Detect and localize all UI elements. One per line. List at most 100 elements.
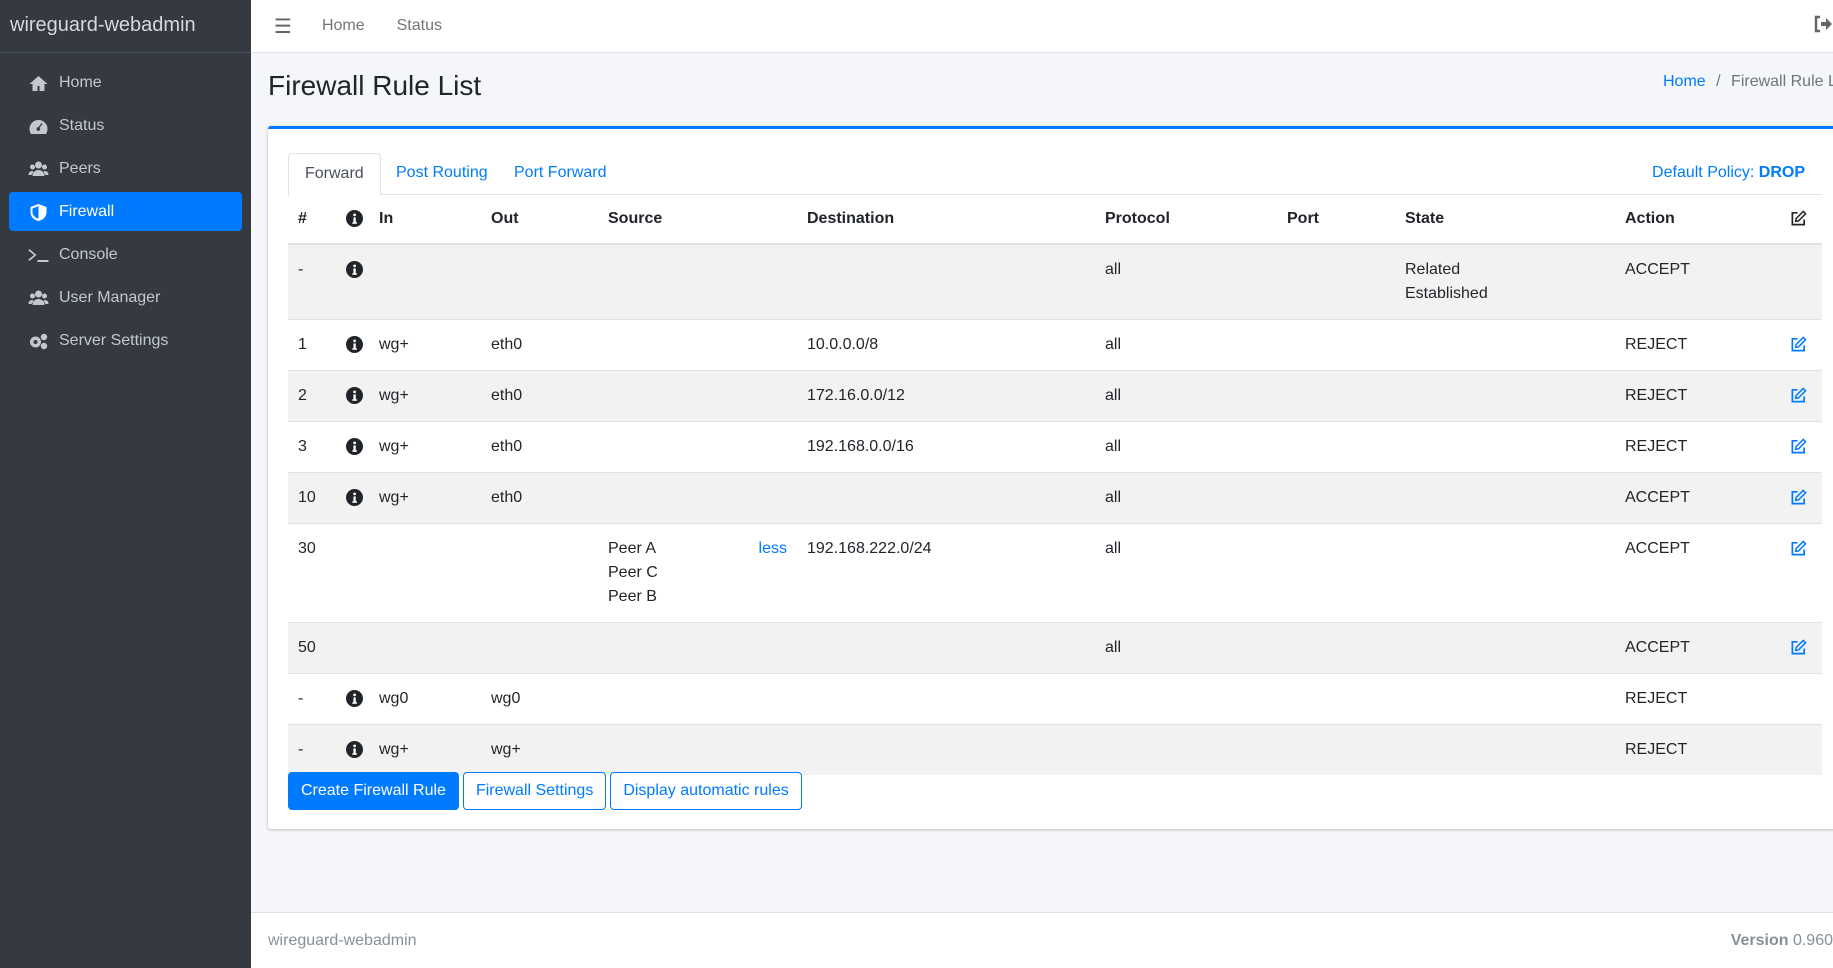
cell-action: REJECT xyxy=(1615,319,1780,371)
logout-icon[interactable] xyxy=(1813,15,1833,38)
firewall-rule-table: # In Out Source Destination Protocol Port State… xyxy=(288,195,1822,775)
cell-port xyxy=(1277,319,1395,371)
tab-forward[interactable]: Forward xyxy=(288,153,381,196)
sidebar-item-label: Firewall xyxy=(59,202,115,220)
column-header: Action xyxy=(1615,195,1780,245)
policy-label: Default Policy: xyxy=(1652,164,1755,181)
cell-source xyxy=(598,370,797,422)
info-icon[interactable] xyxy=(346,210,363,228)
cell-info xyxy=(336,243,369,320)
info-icon[interactable] xyxy=(346,741,363,759)
info-icon[interactable] xyxy=(346,336,363,354)
topbar-link-status[interactable]: Status xyxy=(396,17,442,34)
edit-icon[interactable] xyxy=(1790,387,1807,404)
breadcrumb-current: Firewall Rule List xyxy=(1731,73,1833,90)
firewall-card: Forward Post Routing Port Forward Defaul… xyxy=(268,126,1833,829)
info-icon[interactable] xyxy=(346,261,363,279)
sidebar-item-user-manager[interactable]: User Manager xyxy=(9,278,242,317)
cell-num: 30 xyxy=(288,523,336,623)
sidebar-item-home[interactable]: Home xyxy=(9,63,242,102)
version-label: Version xyxy=(1730,932,1789,949)
cell-protocol: all xyxy=(1095,523,1277,623)
sidebar-item-peers[interactable]: Peers xyxy=(9,149,242,188)
cell-out: eth0 xyxy=(481,472,598,524)
source-line: Peer B xyxy=(608,588,657,605)
default-policy[interactable]: Default Policy: DROP xyxy=(1652,153,1805,193)
footer: wireguard-webadmin Version 0.960 xyxy=(251,912,1833,968)
cell-in: wg+ xyxy=(369,472,481,524)
edit-icon[interactable] xyxy=(1790,540,1807,557)
cell-edit[interactable] xyxy=(1780,421,1822,473)
cell-action: ACCEPT xyxy=(1615,523,1780,623)
cell-edit[interactable] xyxy=(1780,319,1822,371)
cell-destination: 172.16.0.0/12 xyxy=(797,370,1095,422)
sidebar-item-label: Server Settings xyxy=(59,331,169,349)
cell-protocol: all xyxy=(1095,243,1277,320)
cell-num: - xyxy=(288,673,336,725)
table-row: 30 Peer A Peer C Peer B less 192.168.222.0/… xyxy=(288,523,1822,623)
state-line: Established xyxy=(1405,285,1488,302)
edit-icon[interactable] xyxy=(1790,438,1807,455)
edit-icon[interactable] xyxy=(1790,489,1807,506)
column-header: Out xyxy=(481,195,598,245)
info-icon[interactable] xyxy=(346,489,363,507)
cell-port xyxy=(1277,622,1395,674)
source-less-link[interactable]: less xyxy=(758,540,787,557)
terminal-icon xyxy=(28,248,49,262)
display-automatic-rules-button[interactable]: Display automatic rules xyxy=(610,772,802,810)
sidebar-item-firewall[interactable]: Firewall xyxy=(9,192,242,231)
cell-edit xyxy=(1780,724,1822,775)
cell-destination xyxy=(797,673,1095,725)
edit-icon[interactable] xyxy=(1790,210,1807,227)
cell-edit[interactable] xyxy=(1780,370,1822,422)
cell-out xyxy=(481,622,598,674)
topbar-link-home[interactable]: Home xyxy=(321,17,365,34)
cell-port xyxy=(1277,472,1395,524)
cell-edit[interactable] xyxy=(1780,472,1822,524)
column-header: In xyxy=(369,195,481,245)
cell-state xyxy=(1395,370,1615,422)
table-row: 50 all ACCEPT xyxy=(288,622,1822,674)
cell-action: ACCEPT xyxy=(1615,622,1780,674)
cell-info xyxy=(336,523,369,623)
cell-edit[interactable] xyxy=(1780,622,1822,674)
cell-in xyxy=(369,622,481,674)
users-icon xyxy=(28,161,49,176)
brand-logo[interactable]: wireguard-webadmin xyxy=(0,0,251,53)
sidebar: wireguard-webadmin Home Status Peers Firewa… xyxy=(0,0,251,968)
edit-icon[interactable] xyxy=(1790,639,1807,656)
column-header: Port xyxy=(1277,195,1395,245)
source-line: Peer C xyxy=(608,564,658,581)
create-firewall-rule-button[interactable]: Create Firewall Rule xyxy=(288,772,459,810)
edit-icon[interactable] xyxy=(1790,336,1807,353)
breadcrumb-home[interactable]: Home xyxy=(1663,73,1706,90)
table-row: - all Related Established ACCEPT xyxy=(288,243,1822,320)
firewall-settings-button[interactable]: Firewall Settings xyxy=(462,772,607,810)
cell-in: wg+ xyxy=(369,724,481,775)
column-header: State xyxy=(1395,195,1615,245)
users-icon xyxy=(28,290,49,305)
cell-destination xyxy=(797,724,1095,775)
sidebar-item-server-settings[interactable]: Server Settings xyxy=(9,321,242,360)
menu-toggle-icon[interactable]: ☰ xyxy=(274,15,292,38)
cell-action: REJECT xyxy=(1615,673,1780,725)
tab-port-forward[interactable]: Port Forward xyxy=(514,164,607,181)
cell-destination: 10.0.0.0/8 xyxy=(797,319,1095,371)
cell-info xyxy=(336,421,369,473)
sidebar-item-console[interactable]: Console xyxy=(9,235,242,274)
info-icon[interactable] xyxy=(346,387,363,405)
cell-in: wg+ xyxy=(369,319,481,371)
sidebar-item-status[interactable]: Status xyxy=(9,106,242,145)
cell-source xyxy=(598,319,797,371)
table-row: 2 wg+ eth0 172.16.0.0/12 all REJECT xyxy=(288,370,1822,422)
cell-num: 1 xyxy=(288,319,336,371)
cell-edit[interactable] xyxy=(1780,523,1822,623)
footer-brand: wireguard-webadmin xyxy=(268,932,417,949)
cell-out: eth0 xyxy=(481,421,598,473)
info-icon[interactable] xyxy=(346,690,363,708)
home-icon xyxy=(29,75,48,91)
gauge-icon xyxy=(29,119,48,134)
shield-icon xyxy=(30,203,47,221)
info-icon[interactable] xyxy=(346,438,363,456)
tab-post-routing[interactable]: Post Routing xyxy=(396,164,488,181)
